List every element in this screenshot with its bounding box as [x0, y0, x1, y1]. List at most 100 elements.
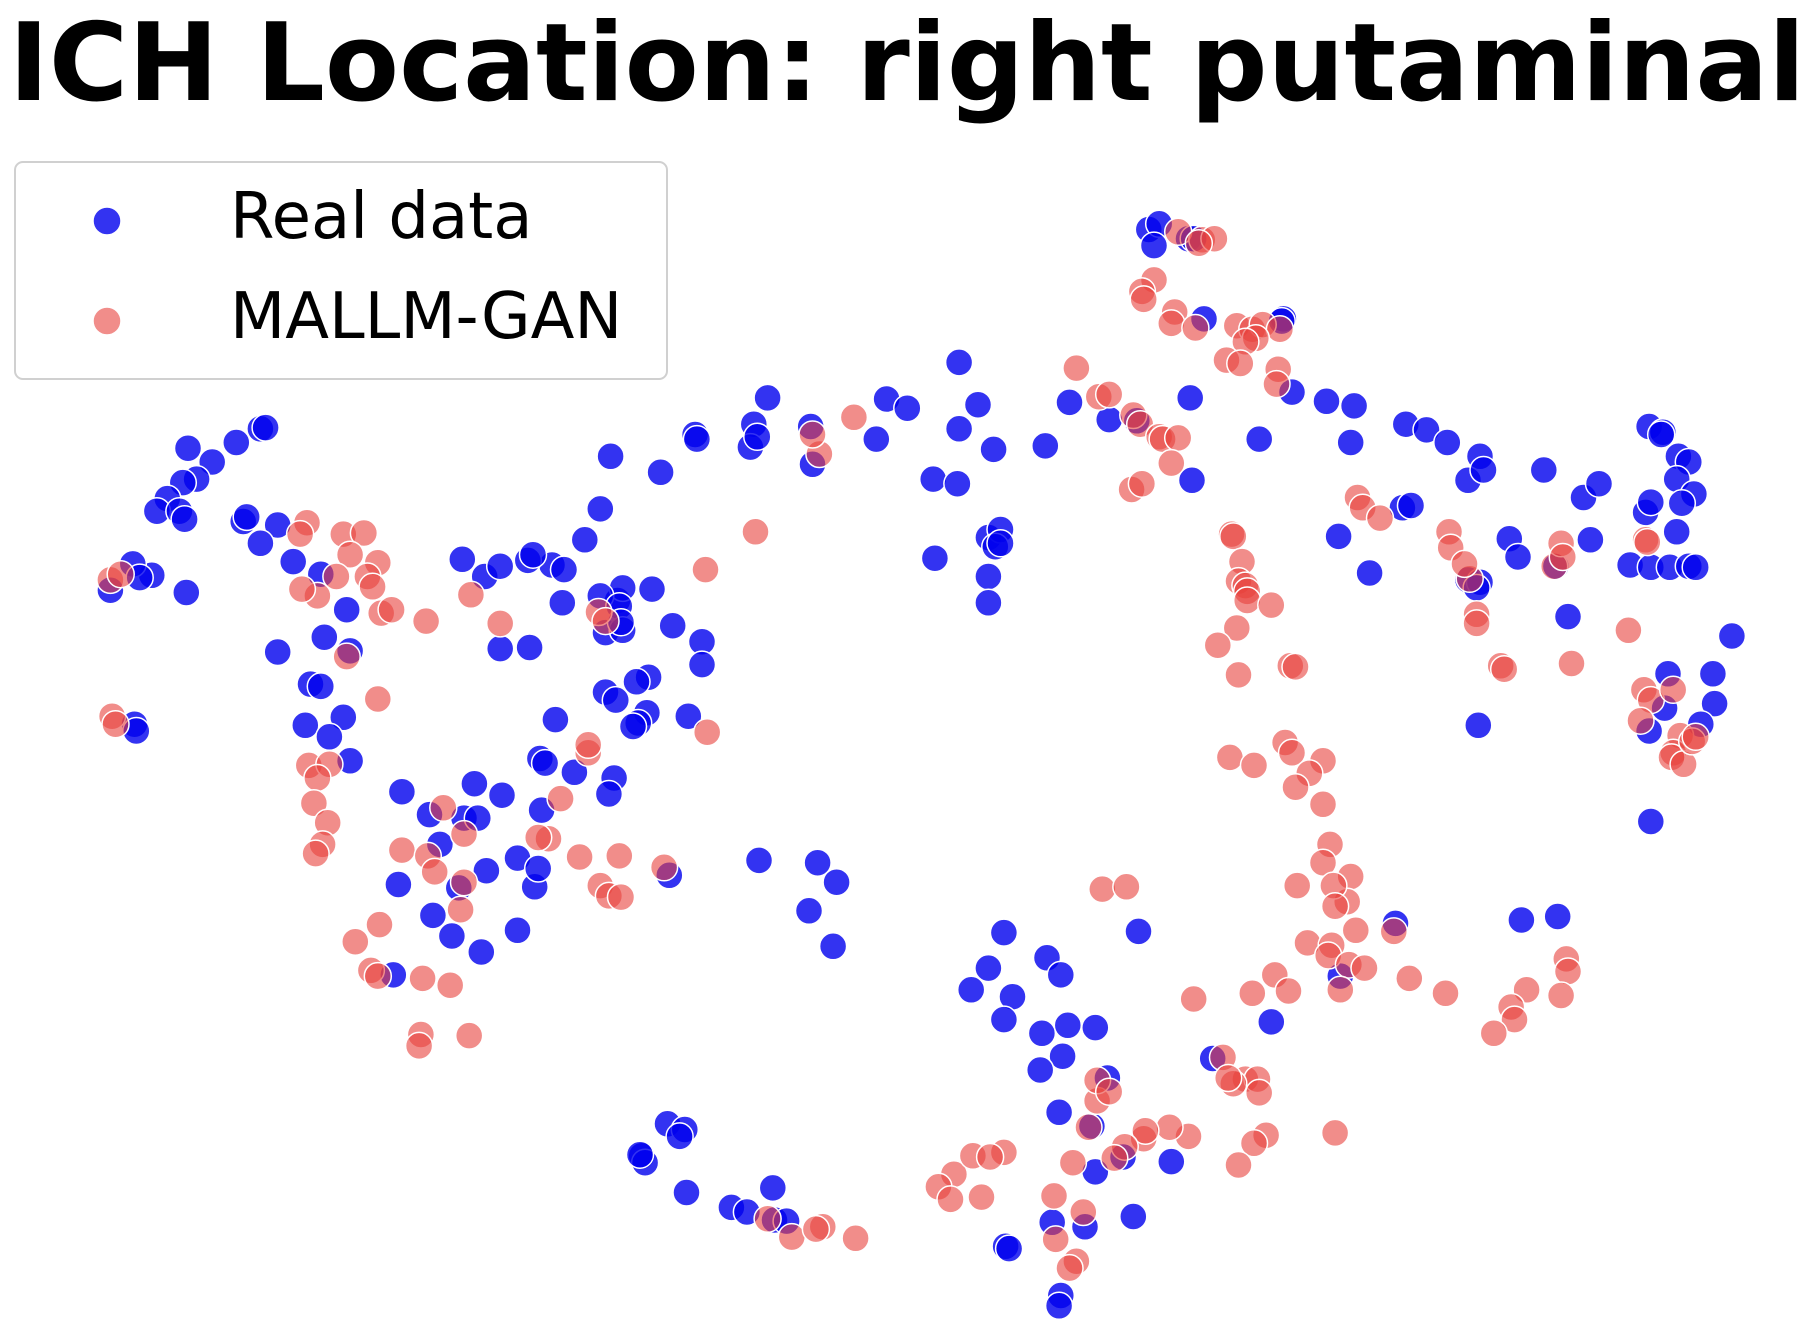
- data-point: [818, 932, 848, 961]
- data-point: [485, 551, 515, 581]
- data-point: [377, 595, 406, 624]
- data-point: [310, 622, 339, 652]
- legend-marker-real-data: [92, 206, 122, 236]
- data-point: [1031, 431, 1060, 461]
- data-point: [1633, 527, 1662, 557]
- data-point: [798, 420, 827, 449]
- data-point: [1232, 586, 1262, 615]
- legend-label-mallm-gan: MALLM-GAN: [230, 280, 622, 354]
- data-point: [1281, 652, 1310, 682]
- data-point: [285, 519, 315, 549]
- data-point: [758, 1173, 788, 1203]
- data-point: [301, 839, 330, 868]
- data-point: [429, 793, 458, 823]
- data-point: [363, 684, 393, 714]
- data-point: [291, 711, 320, 740]
- data-point: [570, 525, 600, 555]
- data-point: [1224, 660, 1253, 690]
- data-point: [246, 529, 275, 558]
- data-point: [986, 529, 1015, 558]
- data-point: [1257, 590, 1286, 620]
- data-point: [1224, 1150, 1253, 1180]
- data-point: [530, 748, 560, 778]
- data-point: [349, 518, 379, 548]
- data-point: [606, 882, 636, 912]
- data-point: [315, 722, 344, 752]
- data-point: [1412, 415, 1441, 445]
- data-point: [1112, 872, 1141, 902]
- data-point: [649, 853, 679, 882]
- data-point: [1127, 469, 1157, 498]
- data-point: [841, 1224, 870, 1253]
- data-point: [387, 777, 417, 806]
- chart-title: ICH Location: right putaminal: [9, 1, 1806, 126]
- data-point: [332, 642, 361, 671]
- data-point: [1053, 1011, 1083, 1040]
- data-point: [1667, 488, 1697, 518]
- data-point: [1341, 916, 1371, 945]
- data-point: [322, 562, 351, 591]
- data-point: [1277, 738, 1307, 768]
- legend-marker-mallm-gan: [92, 306, 122, 336]
- data-point: [449, 819, 479, 849]
- data-point: [625, 1140, 655, 1169]
- data-point: [918, 464, 948, 494]
- data-point: [263, 637, 292, 667]
- data-point: [363, 961, 393, 991]
- data-point: [548, 588, 577, 618]
- data-point: [170, 504, 199, 534]
- data-point: [1262, 369, 1291, 399]
- data-point: [1175, 383, 1205, 413]
- data-point: [1157, 448, 1186, 478]
- data-point: [1044, 1291, 1074, 1321]
- data-point: [1529, 455, 1559, 485]
- data-point: [1139, 231, 1169, 260]
- data-point: [1274, 976, 1303, 1006]
- data-point: [1222, 613, 1252, 643]
- data-point: [1257, 1007, 1286, 1037]
- data-point: [989, 1005, 1019, 1034]
- data-point: [1464, 711, 1493, 740]
- data-point: [460, 769, 489, 798]
- data-point: [232, 502, 261, 532]
- data-point: [594, 779, 624, 809]
- data-point: [173, 433, 203, 463]
- data-point: [1184, 229, 1214, 258]
- data-point: [979, 435, 1008, 464]
- data-point: [1100, 1143, 1129, 1173]
- data-point: [920, 543, 950, 573]
- data-point: [963, 390, 993, 419]
- data-point: [753, 1204, 782, 1234]
- data-point: [1698, 659, 1728, 689]
- data-point: [741, 517, 770, 547]
- data-point: [674, 701, 703, 731]
- data-point: [1215, 743, 1245, 772]
- data-point: [306, 672, 336, 701]
- data-point: [1281, 772, 1310, 802]
- data-point: [1081, 1013, 1110, 1042]
- data-point: [691, 555, 720, 584]
- plot-area: [96, 209, 1747, 1321]
- data-point: [1244, 424, 1274, 454]
- data-point: [1626, 706, 1655, 735]
- data-point: [1308, 790, 1338, 819]
- data-point: [1379, 917, 1409, 946]
- data-point: [303, 763, 332, 793]
- data-point: [485, 634, 515, 663]
- data-point: [287, 574, 317, 604]
- data-point: [1312, 387, 1341, 416]
- data-point: [503, 916, 532, 945]
- data-point: [605, 841, 634, 871]
- data-point: [1044, 1098, 1074, 1127]
- data-point: [974, 588, 1003, 618]
- legend-box: [14, 161, 668, 380]
- data-point: [1450, 549, 1479, 579]
- data-point: [1355, 558, 1384, 588]
- data-point: [523, 823, 553, 852]
- data-point: [1094, 1077, 1124, 1106]
- series-mallm-gan: [96, 217, 1710, 1283]
- data-point: [1041, 1225, 1070, 1254]
- data-point: [1662, 517, 1691, 547]
- data-point: [222, 428, 251, 457]
- data-point: [251, 413, 280, 442]
